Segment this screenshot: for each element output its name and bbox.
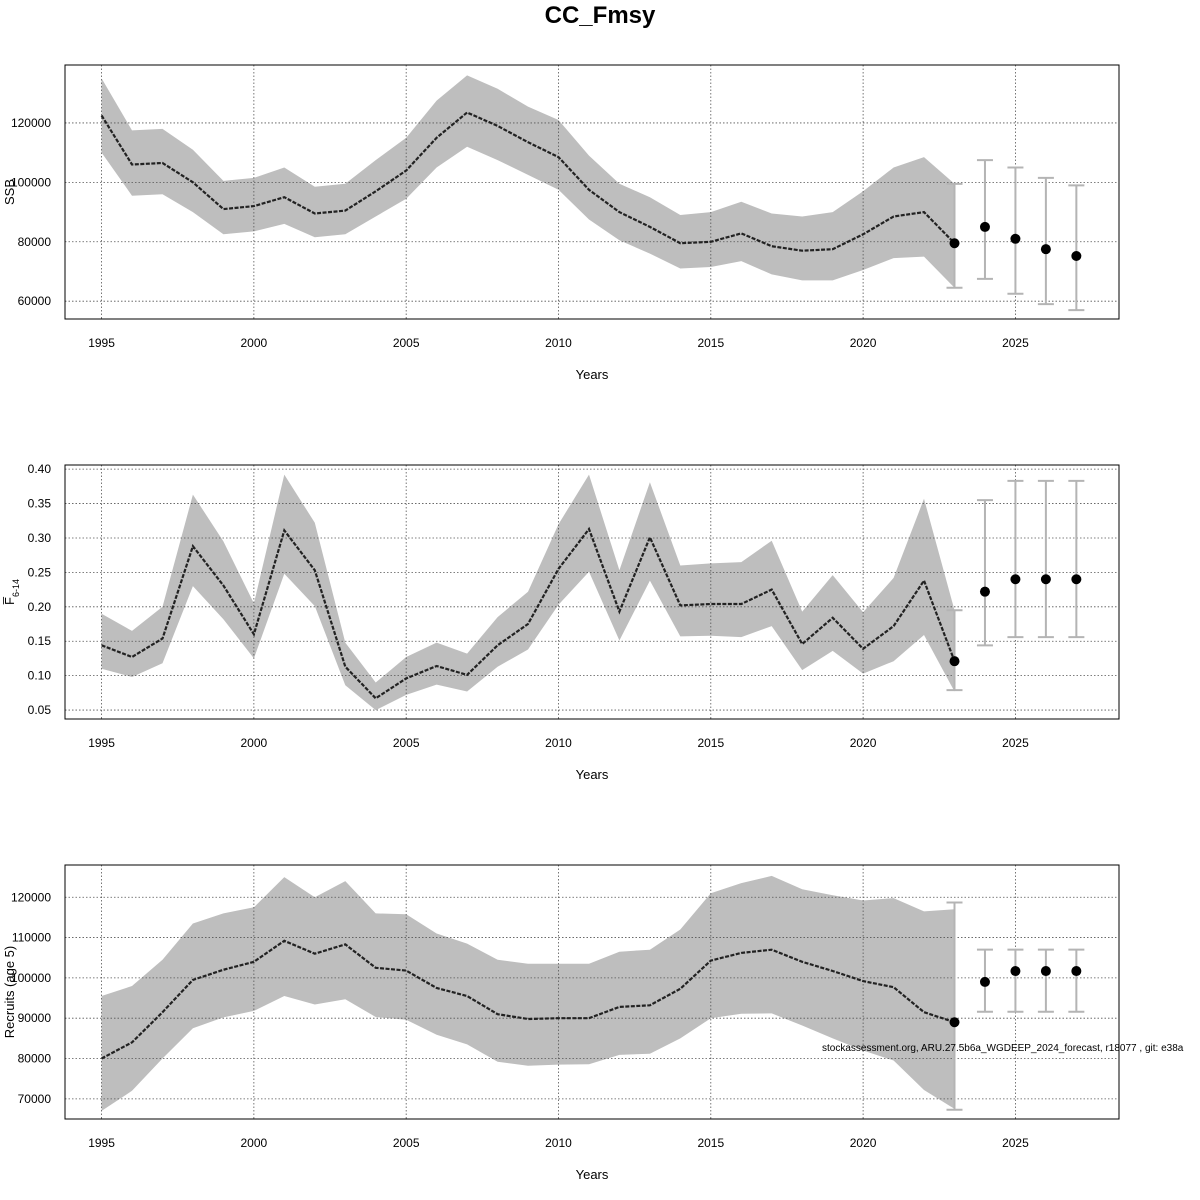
plot-frame	[64, 64, 1120, 320]
y-axis-label: SSB	[2, 179, 17, 205]
x-axis-label: Years	[576, 1167, 609, 1182]
x-tick-label: 2000	[241, 736, 268, 750]
x-tick-label: 2025	[1002, 736, 1029, 750]
y-axis-label: F̅6-14	[2, 579, 21, 605]
x-tick-label: 2005	[393, 736, 420, 750]
forecast-point	[1010, 574, 1021, 585]
panel-ssb: 1995 2000 2005 2010 2015 2020 2025 60000 80000 10…	[2, 64, 1120, 382]
forecast-point	[1040, 966, 1051, 977]
x-tick-label: 2010	[545, 1136, 572, 1150]
x-tick-label: 2020	[850, 336, 877, 350]
y-tick-label: 60000	[18, 294, 52, 308]
x-tick-label: 2025	[1002, 336, 1029, 350]
forecast-point	[979, 586, 990, 597]
estimate-line	[101, 526, 956, 700]
x-tick-label: 2015	[697, 736, 724, 750]
forecast-point	[1071, 251, 1082, 262]
estimate-line	[100, 111, 956, 252]
forecast-point	[949, 238, 960, 249]
y-axis-label-subscript: 6-14	[11, 579, 21, 597]
confidence-band	[101, 75, 955, 288]
plot-frame	[64, 864, 1120, 1120]
y-tick-label: 80000	[18, 1052, 52, 1066]
x-tick-label: 2015	[697, 1136, 724, 1150]
y-tick-label: 0.05	[28, 703, 52, 717]
x-axis-label: Years	[576, 367, 609, 382]
page-title: CC_Fmsy	[544, 2, 656, 29]
y-tick-label: 120000	[11, 116, 51, 130]
x-tick-label: 1995	[88, 336, 115, 350]
forecast-point	[979, 221, 990, 232]
y-tick-label: 70000	[18, 1092, 52, 1106]
y-tick-label: 0.30	[28, 531, 52, 545]
forecast-point	[1071, 966, 1082, 977]
y-tick-label: 0.20	[28, 600, 52, 614]
forecast-point	[949, 656, 960, 667]
confidence-band	[101, 474, 955, 711]
y-tick-label: 100000	[11, 971, 51, 985]
panel-recruits: 1995 2000 2005 2010 2015 2020 2025 70000 80000 90…	[2, 864, 1120, 1182]
y-tick-label: 0.35	[28, 497, 52, 511]
y-tick-label: 120000	[11, 890, 51, 904]
x-tick-label: 2000	[241, 336, 268, 350]
estimate-line	[101, 939, 955, 1060]
y-tick-label: 90000	[18, 1011, 52, 1025]
y-tick-label: 0.10	[28, 669, 52, 683]
x-tick-label: 2000	[241, 1136, 268, 1150]
y-tick-label: 0.15	[28, 634, 52, 648]
forecast-point	[1040, 244, 1051, 255]
x-tick-label: 2005	[393, 1136, 420, 1150]
forecast-point	[1010, 233, 1021, 244]
y-tick-label: 80000	[18, 235, 52, 249]
x-tick-label: 2010	[545, 336, 572, 350]
y-tick-label: 100000	[11, 175, 51, 189]
x-tick-label: 1995	[88, 736, 115, 750]
x-tick-label: 2025	[1002, 1136, 1029, 1150]
panel-fbar: 1995 2000 2005 2010 2015 2020 2025 0.05 0.10 0.15…	[2, 462, 1120, 782]
y-tick-label: 0.25	[28, 565, 52, 579]
confidence-band	[101, 875, 955, 1111]
footnote: stockassessment.org, ARU.27.5b6a_WGDEEP_…	[822, 1043, 1184, 1054]
x-tick-label: 2005	[393, 336, 420, 350]
y-tick-label: 110000	[12, 931, 51, 945]
plot-frame	[64, 464, 1120, 720]
forecast-point	[1040, 574, 1051, 585]
forecast-point	[949, 1017, 960, 1028]
x-tick-label: 1995	[88, 1136, 115, 1150]
x-tick-label: 2020	[850, 736, 877, 750]
x-tick-label: 2020	[850, 1136, 877, 1150]
x-tick-label: 2015	[697, 336, 724, 350]
forecast-point	[1010, 966, 1021, 977]
x-tick-label: 2010	[545, 736, 572, 750]
y-axis-label: Recruits (age 5)	[2, 946, 17, 1038]
y-tick-label: 0.40	[28, 462, 52, 476]
forecast-point	[1071, 574, 1082, 585]
forecast-point	[979, 976, 990, 987]
x-axis-label: Years	[576, 767, 609, 782]
